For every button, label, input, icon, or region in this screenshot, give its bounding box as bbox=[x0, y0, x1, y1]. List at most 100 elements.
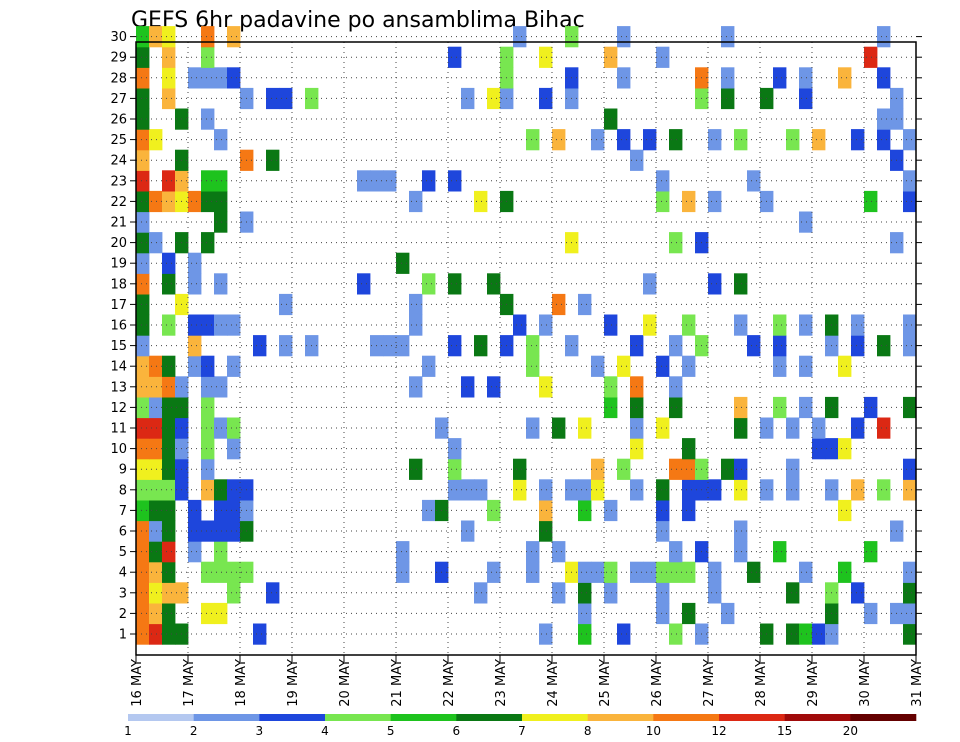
heatmap-cell bbox=[552, 293, 566, 316]
heatmap-cell bbox=[526, 541, 540, 563]
heatmap-cell bbox=[591, 355, 605, 377]
heatmap-cell bbox=[591, 129, 605, 151]
heatmap-cell bbox=[136, 520, 150, 542]
y-tick-label: 19 bbox=[110, 257, 127, 272]
heatmap-cell bbox=[149, 623, 163, 645]
heatmap-cell bbox=[773, 335, 787, 357]
heatmap-cell bbox=[838, 355, 852, 377]
heatmap-cell bbox=[539, 314, 553, 336]
heatmap-cell bbox=[799, 314, 813, 336]
heatmap-cell bbox=[851, 582, 865, 604]
heatmap-cell bbox=[513, 458, 527, 480]
heatmap-cell bbox=[773, 396, 787, 419]
heatmap-cell bbox=[149, 129, 163, 151]
colorbar-label: 4 bbox=[321, 724, 329, 738]
heatmap-cell bbox=[734, 273, 748, 295]
heatmap-cell bbox=[773, 314, 787, 336]
y-tick-label: 6 bbox=[119, 525, 127, 540]
heatmap-cell bbox=[903, 479, 917, 501]
heatmap-cell bbox=[643, 561, 657, 583]
y-tick-label: 1 bbox=[119, 628, 127, 643]
heatmap-cell bbox=[604, 561, 618, 583]
colorbar-label: 1 bbox=[124, 724, 132, 738]
y-tick-label: 13 bbox=[110, 380, 127, 395]
heatmap-cell bbox=[162, 623, 176, 645]
heatmap-cell bbox=[136, 273, 150, 295]
heatmap-cell bbox=[162, 396, 176, 419]
heatmap-cell bbox=[617, 355, 631, 377]
heatmap-cell bbox=[721, 87, 735, 110]
heatmap-cell bbox=[227, 417, 241, 439]
colorbar-label: 2 bbox=[190, 724, 198, 738]
heatmap-cell bbox=[422, 499, 436, 522]
heatmap-cell bbox=[851, 129, 865, 151]
heatmap-cell bbox=[903, 314, 917, 336]
heatmap-cell bbox=[201, 355, 215, 377]
y-tick-label: 4 bbox=[119, 566, 127, 581]
heatmap-cell bbox=[188, 314, 202, 336]
heatmap-cell bbox=[136, 149, 150, 171]
heatmap-cell bbox=[201, 458, 215, 480]
heatmap-cell bbox=[149, 541, 163, 563]
heatmap-cell bbox=[448, 273, 462, 295]
heatmap-cell bbox=[188, 335, 202, 357]
heatmap-cell bbox=[903, 190, 917, 213]
heatmap-cell bbox=[513, 26, 527, 48]
heatmap-cell bbox=[136, 541, 150, 563]
heatmap-cell bbox=[136, 46, 150, 68]
y-tick-label: 25 bbox=[110, 133, 127, 148]
y-tick-label: 15 bbox=[110, 339, 127, 354]
heatmap-cell bbox=[227, 561, 241, 583]
heatmap-cell bbox=[201, 520, 215, 542]
x-tick-label: 25 MAY bbox=[598, 659, 613, 707]
heatmap-cell bbox=[877, 479, 891, 501]
heatmap-cell bbox=[669, 232, 683, 254]
heatmap-cell bbox=[656, 479, 670, 501]
heatmap-cell bbox=[162, 541, 176, 563]
heatmap-cell bbox=[578, 582, 592, 604]
heatmap-cell bbox=[162, 499, 176, 522]
heatmap-cell bbox=[734, 520, 748, 542]
heatmap-cell bbox=[903, 623, 917, 645]
heatmap-cell bbox=[578, 561, 592, 583]
heatmap-cell bbox=[162, 26, 176, 48]
heatmap-cell bbox=[682, 602, 696, 625]
heatmap-cell bbox=[149, 438, 163, 460]
heatmap-cell bbox=[188, 541, 202, 563]
heatmap-cell bbox=[734, 129, 748, 151]
heatmap-cell bbox=[409, 376, 423, 398]
heatmap-cell bbox=[201, 67, 215, 89]
x-tick-label: 17 MAY bbox=[182, 659, 197, 707]
heatmap-cell bbox=[201, 438, 215, 460]
heatmap-cell bbox=[162, 458, 176, 480]
heatmap-cell bbox=[149, 355, 163, 377]
heatmap-cell bbox=[851, 335, 865, 357]
heatmap-cell bbox=[838, 499, 852, 522]
heatmap-cell bbox=[734, 458, 748, 480]
heatmap-cell bbox=[903, 129, 917, 151]
heatmap-cell bbox=[214, 520, 228, 542]
heatmap-cell bbox=[487, 376, 501, 398]
y-tick-label: 14 bbox=[110, 360, 127, 375]
heatmap-cell bbox=[539, 499, 553, 522]
heatmap-cell bbox=[136, 190, 150, 213]
heatmap-cell bbox=[669, 458, 683, 480]
heatmap-cell bbox=[877, 67, 891, 89]
heatmap-cell bbox=[422, 273, 436, 295]
heatmap-cell bbox=[201, 376, 215, 398]
heatmap-cell bbox=[604, 108, 618, 130]
heatmap-cell bbox=[136, 314, 150, 336]
heatmap-cell bbox=[162, 417, 176, 439]
heatmap-cell bbox=[214, 602, 228, 625]
heatmap-cell bbox=[201, 232, 215, 254]
colorbar-swatch bbox=[522, 714, 588, 721]
heatmap-cell bbox=[578, 623, 592, 645]
y-tick-label: 29 bbox=[110, 51, 127, 66]
heatmap-cell bbox=[149, 499, 163, 522]
heatmap-cell bbox=[162, 602, 176, 625]
heatmap-cell bbox=[409, 314, 423, 336]
x-tick-label: 26 MAY bbox=[650, 659, 665, 707]
colorbar-label: 3 bbox=[256, 724, 264, 738]
heatmap-cell bbox=[682, 499, 696, 522]
heatmap-cell bbox=[799, 67, 813, 89]
